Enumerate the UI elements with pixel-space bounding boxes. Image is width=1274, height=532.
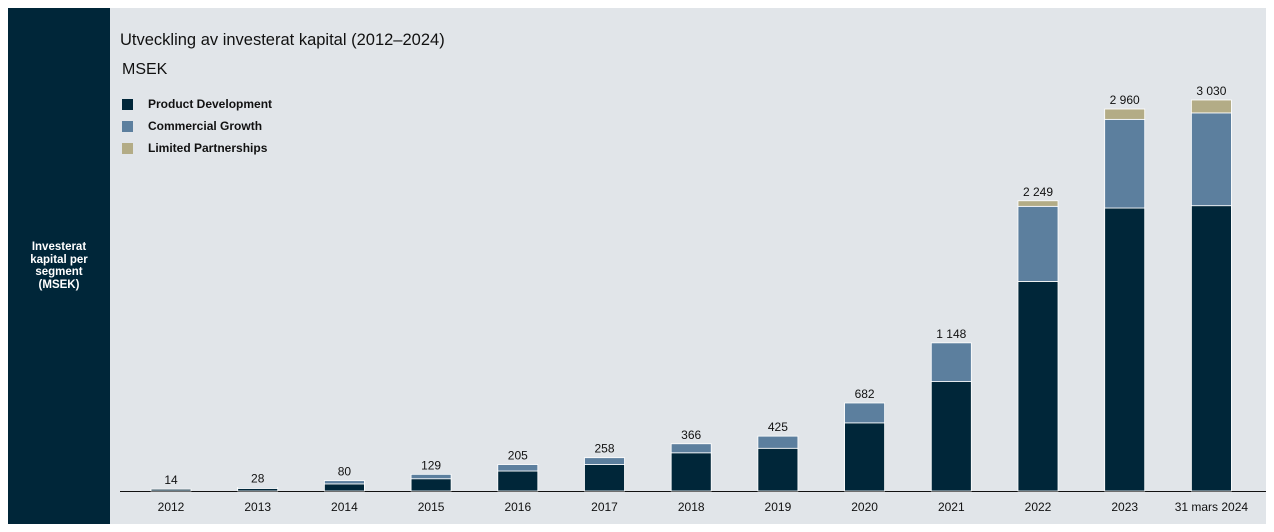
- total-label: 3 030: [1196, 84, 1226, 98]
- chart-subtitle: MSEK: [122, 61, 168, 78]
- total-label: 258: [594, 442, 614, 456]
- bar-segment-2015-s0: [410, 478, 452, 492]
- total-label: 2 960: [1110, 93, 1140, 107]
- bar-segment-31-mars-2024-s0: [1191, 205, 1232, 492]
- total-label: 129: [421, 458, 441, 472]
- bar-segment-2022-s0: [1017, 281, 1059, 492]
- total-label: 366: [681, 428, 701, 442]
- x-tick-label: 31 mars 2024: [1175, 500, 1249, 514]
- bar-segment-2018-s0: [670, 452, 712, 492]
- x-tick-label: 2023: [1111, 500, 1138, 514]
- legend: Product Development Commercial Growth Li…: [122, 93, 272, 159]
- legend-item-commercial-growth: Commercial Growth: [122, 115, 272, 137]
- total-label: 2 249: [1023, 185, 1053, 199]
- bar-segment-2014-s1: [323, 480, 365, 485]
- bar-segment-2021-s0: [930, 381, 972, 492]
- total-label: 14: [164, 473, 178, 487]
- total-label: 682: [855, 387, 875, 401]
- total-label: 1 148: [936, 327, 966, 341]
- bar-segment-2017-s0: [584, 464, 625, 492]
- total-label: 28: [251, 471, 265, 485]
- legend-item-limited-partnerships: Limited Partnerships: [122, 137, 272, 159]
- total-label: 80: [338, 465, 352, 479]
- legend-swatch: [122, 98, 133, 110]
- legend-swatch: [122, 120, 133, 132]
- bar-segment-2012-s0: [150, 488, 192, 492]
- y-axis-panel: Investerat kapital per segment (MSEK): [8, 8, 110, 524]
- bar-segment-2016-s0: [497, 470, 539, 492]
- bar-segment-2023-s2: [1104, 108, 1146, 120]
- bar-segment-2020-s0: [844, 422, 885, 492]
- x-tick-label: 2021: [938, 500, 965, 514]
- bar-segment-2016-s1: [497, 464, 539, 472]
- bar-segment-2017-s1: [584, 457, 625, 465]
- x-tick-label: 2014: [331, 500, 358, 514]
- bar-segment-2022-s2: [1017, 200, 1059, 207]
- bar-segment-31-mars-2024-s2: [1191, 99, 1232, 114]
- legend-swatch: [122, 142, 133, 154]
- x-tick-label: 2018: [678, 500, 705, 514]
- bar-segment-2023-s0: [1104, 207, 1146, 492]
- chart-title: Utveckling av investerat kapital (2012–2…: [120, 31, 445, 49]
- bar-segment-2021-s1: [930, 342, 972, 382]
- bar-segment-2013-s1: [237, 486, 279, 489]
- y-axis-label: Investerat kapital per segment (MSEK): [30, 241, 88, 291]
- bar-segment-2020-s1: [844, 402, 885, 424]
- bar-segment-2018-s1: [670, 443, 712, 454]
- bar-segment-31-mars-2024-s1: [1191, 112, 1232, 207]
- x-tick-label: 2019: [765, 500, 792, 514]
- x-tick-label: 2020: [851, 500, 878, 514]
- total-label: 205: [508, 449, 528, 463]
- bar-segment-2019-s0: [757, 447, 799, 492]
- bar-segment-2014-s0: [323, 483, 365, 492]
- bar-segment-2019-s1: [757, 435, 799, 449]
- x-tick-label: 2016: [504, 500, 531, 514]
- x-tick-label: 2022: [1025, 500, 1052, 514]
- total-label: 425: [768, 420, 788, 434]
- x-tick-label: 2013: [244, 500, 271, 514]
- bar-segment-2022-s1: [1017, 205, 1059, 282]
- x-tick-label: 2017: [591, 500, 618, 514]
- legend-label: Limited Partnerships: [148, 141, 268, 155]
- legend-label: Product Development: [148, 97, 273, 111]
- bar-segment-2023-s1: [1104, 118, 1146, 209]
- x-tick-label: 2015: [418, 500, 445, 514]
- bar-segment-2015-s1: [410, 473, 452, 480]
- x-tick-label: 2012: [158, 500, 185, 514]
- legend-item-product-development: Product Development: [122, 93, 272, 115]
- legend-label: Commercial Growth: [148, 119, 263, 133]
